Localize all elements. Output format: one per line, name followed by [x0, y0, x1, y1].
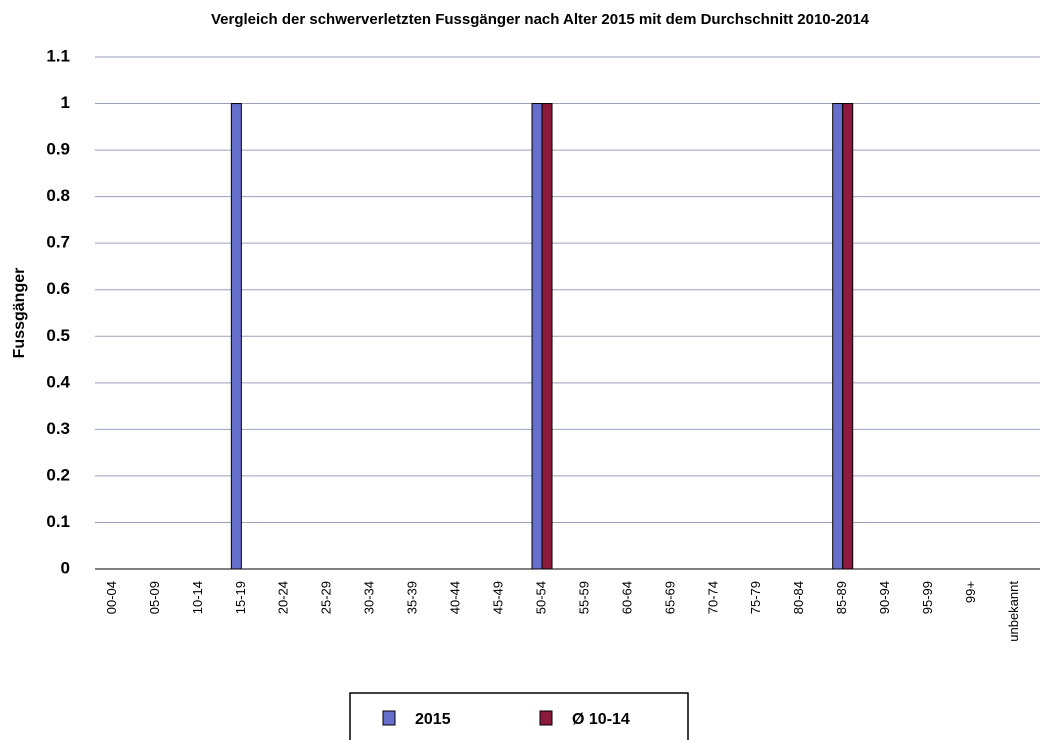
x-tick-label: 45-49 — [491, 581, 506, 614]
x-tick-label: 55-59 — [576, 581, 591, 614]
x-tick-label: 35-39 — [405, 581, 420, 614]
y-tick-label: 0.5 — [46, 326, 70, 345]
y-tick-label: 0.4 — [46, 372, 70, 391]
x-tick-label: 25-29 — [319, 581, 334, 614]
x-tick-label: 95-99 — [920, 581, 935, 614]
x-tick-label: 10-14 — [190, 581, 205, 614]
y-tick-label: 0.6 — [46, 279, 70, 298]
x-tick-label: 85-89 — [834, 581, 849, 614]
bar — [230, 103, 242, 570]
x-tick-label: 65-69 — [662, 581, 677, 614]
legend-box — [349, 692, 689, 740]
legend-swatch — [539, 710, 553, 726]
bar — [842, 103, 854, 570]
bar — [531, 103, 543, 570]
x-tick-label: 50-54 — [533, 581, 548, 614]
x-tick-label: 70-74 — [705, 581, 720, 614]
y-tick-label: 0.8 — [46, 186, 70, 205]
legend-label: 2015 — [415, 711, 451, 728]
y-tick-label: 0.3 — [46, 419, 70, 438]
x-tick-label: 90-94 — [877, 581, 892, 614]
bar — [832, 103, 844, 570]
x-tick-label: 20-24 — [276, 581, 291, 614]
x-tick-label: 75-79 — [748, 581, 763, 614]
y-tick-label: 0.1 — [46, 512, 70, 531]
x-tick-label: 80-84 — [791, 581, 806, 614]
x-tick-label: 30-34 — [362, 581, 377, 614]
x-tick-label: 15-19 — [233, 581, 248, 614]
y-tick-label: 0.9 — [46, 140, 70, 159]
y-tick-label: 0.2 — [46, 465, 70, 484]
bar — [541, 103, 553, 570]
x-tick-label: 40-44 — [448, 581, 463, 614]
x-tick-label: 99+ — [963, 581, 978, 603]
y-tick-label: 0 — [61, 558, 70, 577]
chart-title: Vergleich der schwerverletzten Fussgänge… — [211, 11, 870, 28]
legend-label: Ø 10-14 — [572, 711, 630, 728]
y-tick-label: 0.7 — [46, 233, 70, 252]
y-axis-label: Fussgänger — [11, 268, 28, 359]
y-tick-label: 1 — [61, 93, 70, 112]
x-tick-label: unbekannt — [1006, 581, 1021, 642]
y-tick-label: 1.1 — [46, 46, 70, 65]
x-tick-label: 05-09 — [147, 581, 162, 614]
legend-swatch — [382, 710, 396, 726]
x-tick-label: 60-64 — [619, 581, 634, 614]
x-tick-label: 00-04 — [104, 581, 119, 614]
